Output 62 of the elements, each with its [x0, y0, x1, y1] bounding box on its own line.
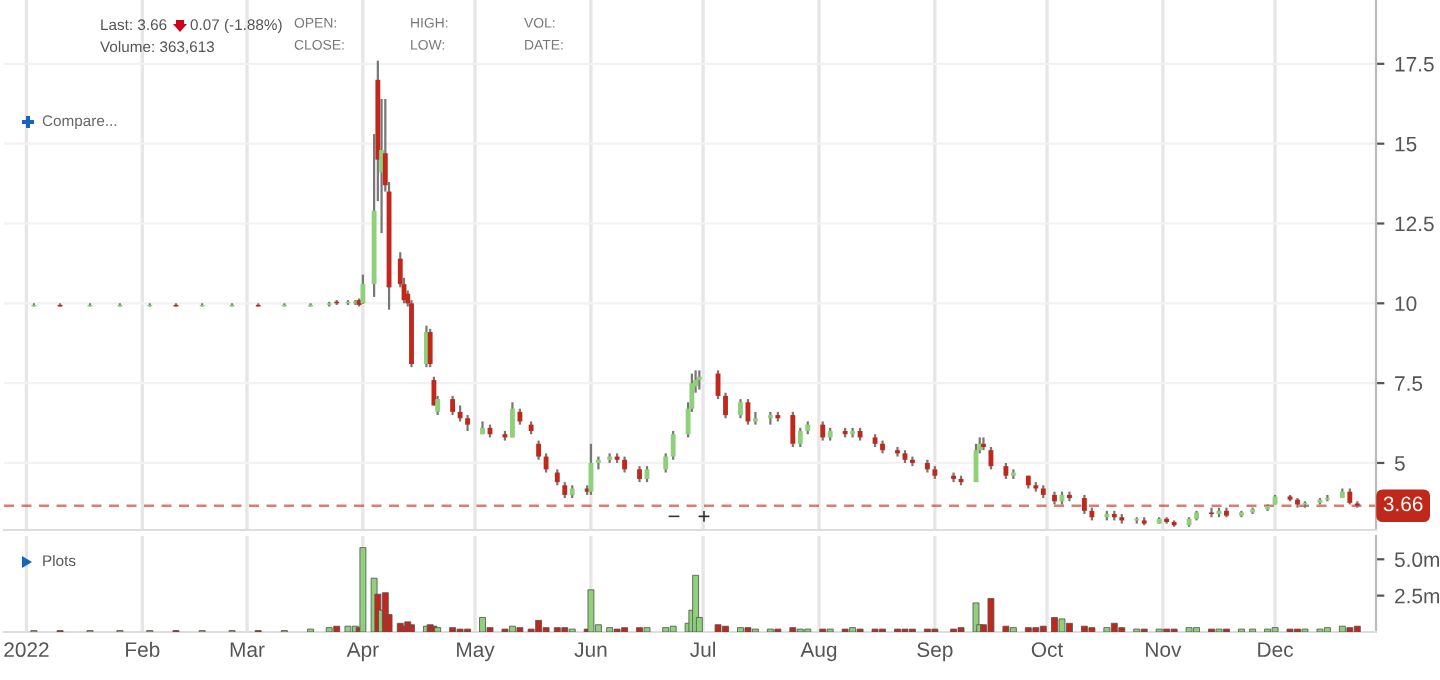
bar — [1002, 625, 1010, 632]
bar — [1110, 622, 1118, 632]
y-tick-label: 15 — [1395, 136, 1417, 152]
x-tick-label: Mar — [230, 642, 265, 658]
bar — [587, 589, 595, 632]
bar — [1080, 625, 1088, 632]
bar — [669, 625, 677, 632]
candlestick — [663, 452, 669, 474]
candlestick — [790, 410, 796, 449]
y-tick-label: 17.5 — [1395, 57, 1434, 72]
bar — [1039, 625, 1047, 632]
candlestick — [820, 420, 826, 442]
bar — [1338, 625, 1346, 632]
bar — [987, 598, 995, 632]
x-tick-label: May — [457, 642, 495, 662]
bar — [333, 625, 341, 632]
bar — [1353, 625, 1361, 632]
candlestick — [738, 397, 743, 420]
candlestick — [536, 439, 542, 461]
candlestick — [435, 394, 441, 417]
x-tick-label: Aug — [800, 642, 837, 662]
bar — [1051, 617, 1058, 632]
bar — [714, 624, 722, 632]
bar — [722, 625, 729, 632]
x-tick-label: Sep — [917, 642, 953, 662]
x-tick-label: 2022 — [4, 642, 49, 658]
candlestick — [797, 426, 803, 449]
y-tick-label: 5 — [1394, 456, 1405, 471]
candlestick — [543, 452, 549, 474]
candlestick — [723, 391, 728, 420]
annotation: − — [668, 515, 680, 518]
y-tick-label: 7.5 — [1395, 376, 1423, 391]
y-tick-label: 5.0m — [1394, 552, 1439, 568]
x-tick-label: Feb — [126, 641, 160, 658]
candlestick — [431, 375, 437, 407]
candlestick — [427, 327, 433, 369]
candlestick — [510, 401, 515, 439]
candlestick — [670, 429, 676, 461]
x-tick-label: Nov — [1146, 642, 1182, 658]
candlestick — [752, 410, 758, 426]
ref-line-label: 3.66 — [1383, 496, 1423, 512]
bar — [509, 625, 516, 632]
y-tick-label: 10 — [1395, 296, 1417, 312]
y-tick-label: 12.5 — [1395, 216, 1434, 232]
candlestick — [595, 455, 601, 471]
candlestick — [895, 445, 900, 458]
x-tick-label: Apr — [346, 642, 379, 662]
bar — [344, 625, 352, 632]
bar — [1066, 622, 1073, 632]
x-tick-label: Dec — [1258, 642, 1294, 658]
candlestick — [1081, 493, 1087, 516]
candlestick — [450, 394, 456, 417]
x-tick-label: Jun — [574, 642, 607, 658]
bar — [1058, 618, 1066, 632]
candlestick — [981, 436, 986, 452]
x-tick-label: Jul — [690, 641, 716, 658]
y-tick-label: 2.5m — [1395, 588, 1439, 604]
annotation: + — [698, 510, 710, 522]
x-tick-label: Oct — [1031, 642, 1064, 658]
bar — [535, 619, 542, 632]
bar — [479, 617, 486, 632]
candlestick — [1209, 506, 1214, 519]
